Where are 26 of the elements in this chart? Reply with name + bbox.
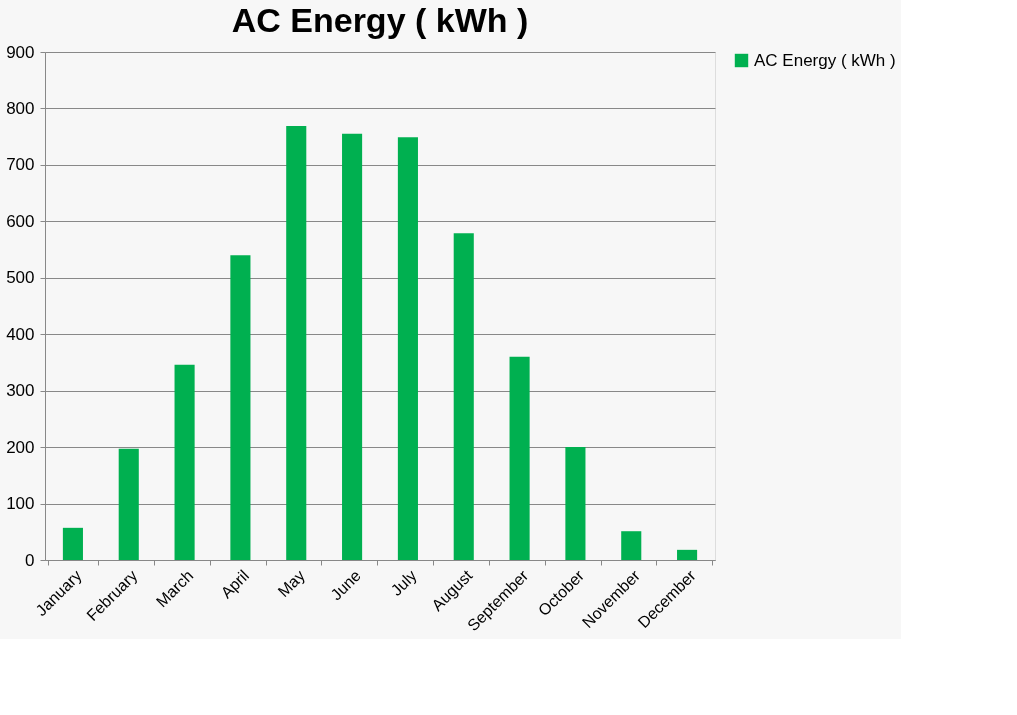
y-tick-label: 900 — [6, 42, 35, 62]
chart-title: AC Energy ( kWh ) — [231, 1, 529, 39]
bar — [342, 133, 363, 560]
bar — [62, 527, 83, 560]
bar — [453, 233, 474, 560]
y-tick-label: 500 — [6, 268, 35, 288]
y-tick-label: 100 — [6, 494, 35, 514]
x-tick-label: May — [274, 566, 309, 601]
legend-label: AC Energy ( kWh ) — [754, 50, 896, 70]
y-tick-label: 0 — [25, 550, 35, 570]
bar — [230, 255, 251, 560]
y-tick-label: 200 — [6, 437, 35, 457]
y-tick-label: 300 — [6, 381, 35, 401]
x-tick-label: July — [387, 566, 420, 599]
y-tick-label: 600 — [6, 211, 35, 231]
bar — [509, 356, 530, 560]
bar — [174, 364, 195, 560]
y-tick-label: 800 — [6, 98, 35, 118]
bar — [565, 447, 586, 560]
bar — [286, 125, 307, 560]
bar — [397, 137, 418, 560]
bar — [118, 448, 139, 560]
bar — [621, 531, 642, 560]
y-tick-label: 400 — [6, 324, 35, 344]
bar — [677, 549, 698, 560]
y-tick-label: 700 — [6, 155, 35, 175]
